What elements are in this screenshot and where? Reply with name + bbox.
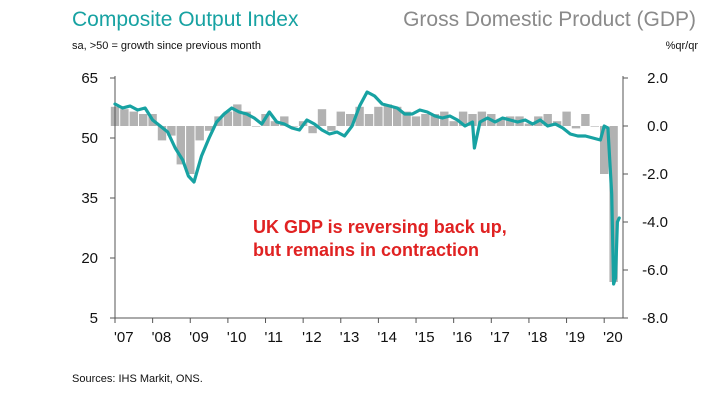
gdp-bar: [543, 114, 552, 126]
x-tick-label: '19: [566, 329, 586, 346]
gdp-bar: [374, 106, 383, 126]
gdp-bar: [308, 126, 317, 134]
gdp-bar: [242, 111, 251, 126]
gdp-bar: [590, 126, 599, 127]
gdp-bar: [336, 111, 345, 126]
gdp-bar: [251, 126, 261, 127]
gdp-bar: [609, 126, 618, 282]
left-axis-subtitle: sa, >50 = growth since previous month: [72, 40, 261, 52]
right-tick-label: 2.0: [647, 70, 668, 87]
left-tick-label: 20: [81, 250, 98, 267]
gdp-bar: [129, 111, 138, 126]
x-tick-label: '10: [227, 329, 247, 346]
x-tick-label: '08: [152, 329, 172, 346]
gdp-bar: [233, 104, 242, 126]
gdp-bar: [195, 126, 204, 141]
x-tick-label: '16: [453, 329, 473, 346]
x-tick-label: '12: [302, 329, 322, 346]
left-tick-label: 65: [81, 70, 98, 87]
gdp-bar: [383, 104, 392, 126]
gdp-bar: [449, 121, 458, 126]
gdp-bar: [393, 106, 402, 126]
source-note: Sources: IHS Markit, ONS.: [72, 373, 203, 385]
annotation-line-1: UK GDP is reversing back up,: [253, 217, 507, 237]
x-tick-label: '17: [490, 329, 510, 346]
gdp-bar: [176, 126, 185, 165]
pmi-series-line: [113, 90, 621, 286]
gdp-title: Gross Domestic Product (GDP): [403, 8, 696, 31]
gdp-bar: [223, 111, 233, 126]
x-tick-label: '18: [528, 329, 548, 346]
gdp-bar: [157, 126, 167, 141]
right-tick-label: -6.0: [642, 262, 668, 279]
annotation-line-2: but remains in contraction: [253, 240, 479, 260]
x-tick-label: '07: [114, 329, 134, 346]
gdp-bar: [317, 109, 327, 126]
gdp-bar: [458, 111, 468, 126]
composite-output-title: Composite Output Index: [72, 8, 299, 31]
x-tick-label: '15: [415, 329, 435, 346]
gdp-bar: [120, 109, 129, 126]
axes: 65 50 35 20 5 2.0 0.0 -2.0 -4.0 -6.0 -8.0 '07 '08 '09…: [81, 70, 668, 346]
pmi-line-layer: [113, 90, 621, 286]
gdp-bar: [421, 114, 430, 126]
gdp-bar: [600, 126, 609, 174]
x-tick-label: '09: [189, 329, 209, 346]
right-tick-label: 0.0: [647, 118, 668, 135]
gdp-bar: [327, 126, 336, 131]
gdp-bar: [430, 114, 439, 126]
gdp-bar: [186, 126, 195, 174]
gdp-bar: [468, 114, 477, 126]
gdp-bar: [280, 116, 289, 126]
right-tick-label: -2.0: [642, 166, 668, 183]
gdp-bar: [402, 111, 411, 126]
gdp-bar: [581, 114, 590, 126]
gdp-bar: [289, 126, 298, 127]
x-tick-label: '20: [603, 329, 623, 346]
gdp-bar: [524, 123, 534, 126]
x-tick-label: '13: [340, 329, 360, 346]
x-tick-label: '14: [377, 329, 397, 346]
gdp-bar: [562, 111, 571, 126]
gdp-bar: [346, 114, 355, 126]
left-tick-label: 5: [90, 310, 98, 327]
gdp-bar: [355, 106, 364, 126]
left-tick-label: 50: [81, 130, 98, 147]
x-tick-label: '11: [265, 329, 283, 346]
right-axis-subtitle: %qr/qr: [665, 40, 698, 52]
gdp-bar: [571, 126, 581, 129]
gdp-bar: [364, 114, 374, 126]
gdp-bar: [496, 118, 505, 126]
left-tick-label: 35: [81, 190, 98, 207]
gdp-bar: [204, 126, 214, 131]
gdp-bar: [477, 111, 487, 126]
gdp-bar: [167, 126, 176, 136]
gdp-bar: [139, 114, 148, 126]
right-tick-label: -4.0: [642, 214, 668, 231]
gdp-bar: [270, 121, 280, 126]
gdp-bar: [411, 116, 421, 126]
right-tick-label: -8.0: [642, 310, 668, 327]
